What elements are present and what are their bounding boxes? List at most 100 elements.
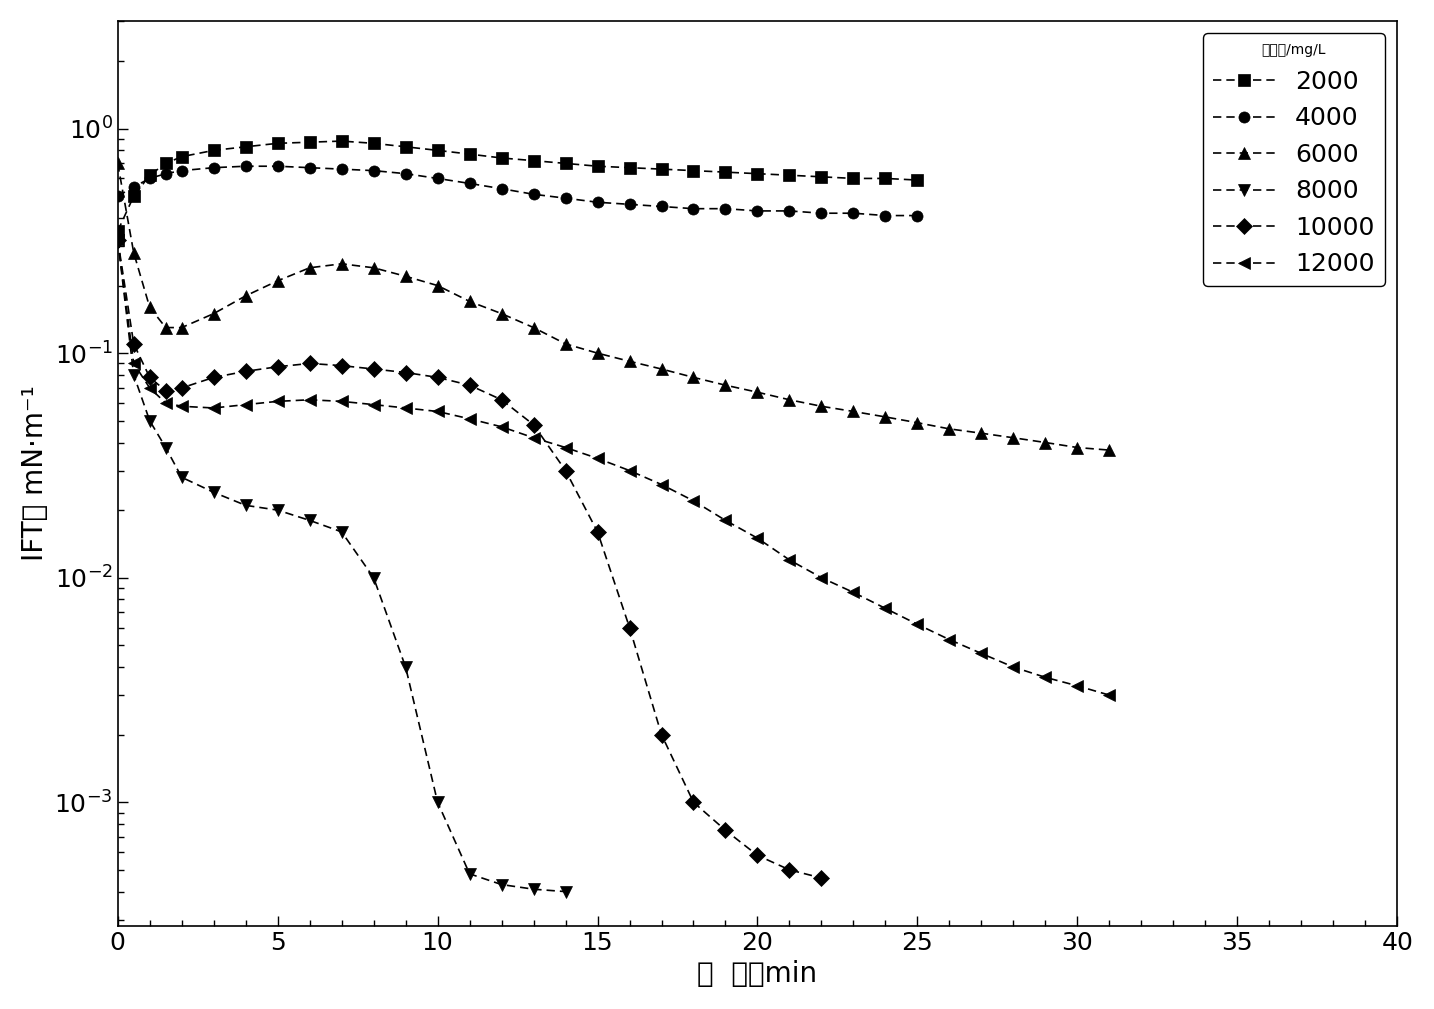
2000 <box>460 148 478 160</box>
10000 <box>109 234 126 246</box>
6000 <box>141 302 158 314</box>
10000 <box>141 371 158 383</box>
10000 <box>685 796 703 808</box>
2000 <box>556 157 574 170</box>
10000 <box>158 384 175 397</box>
12000 <box>270 396 287 408</box>
4000 <box>685 203 703 215</box>
2000 <box>813 171 830 183</box>
2000 <box>158 157 175 170</box>
10000 <box>652 728 670 741</box>
12000 <box>876 602 893 614</box>
4000 <box>429 173 446 185</box>
6000 <box>717 379 734 391</box>
2000 <box>237 140 254 152</box>
Legend: 2000, 4000, 6000, 8000, 10000, 12000: 2000, 4000, 6000, 8000, 10000, 12000 <box>1203 33 1385 287</box>
8000 <box>556 886 574 898</box>
6000 <box>685 371 703 383</box>
4000 <box>125 181 142 193</box>
10000 <box>270 360 287 372</box>
12000 <box>941 634 958 646</box>
12000 <box>525 432 542 444</box>
Line: 8000: 8000 <box>112 234 571 897</box>
12000 <box>397 402 414 414</box>
12000 <box>972 648 989 660</box>
4000 <box>749 205 766 217</box>
10000 <box>174 381 191 394</box>
6000 <box>525 322 542 334</box>
8000 <box>270 504 287 517</box>
12000 <box>333 396 350 408</box>
12000 <box>460 413 478 425</box>
Y-axis label: IFT／ mN·m⁻¹: IFT／ mN·m⁻¹ <box>22 385 49 561</box>
6000 <box>813 401 830 413</box>
10000 <box>621 622 638 634</box>
6000 <box>158 322 175 334</box>
6000 <box>301 261 318 273</box>
6000 <box>125 246 142 258</box>
2000 <box>652 163 670 176</box>
8000 <box>301 515 318 527</box>
12000 <box>717 515 734 527</box>
8000 <box>205 486 222 498</box>
6000 <box>941 423 958 435</box>
6000 <box>556 338 574 350</box>
6000 <box>460 296 478 308</box>
4000 <box>270 160 287 173</box>
12000 <box>652 478 670 490</box>
2000 <box>366 137 383 149</box>
4000 <box>174 164 191 177</box>
6000 <box>333 257 350 269</box>
6000 <box>621 355 638 367</box>
6000 <box>366 261 383 273</box>
2000 <box>782 170 799 182</box>
12000 <box>621 464 638 476</box>
10000 <box>589 526 607 538</box>
2000 <box>749 167 766 180</box>
4000 <box>717 203 734 215</box>
12000 <box>174 401 191 413</box>
2000 <box>525 154 542 166</box>
4000 <box>525 189 542 201</box>
8000 <box>366 572 383 584</box>
8000 <box>141 415 158 427</box>
Line: 6000: 6000 <box>112 157 1114 456</box>
4000 <box>333 163 350 176</box>
10000 <box>525 419 542 431</box>
12000 <box>237 399 254 411</box>
4000 <box>366 164 383 177</box>
8000 <box>174 471 191 483</box>
4000 <box>589 196 607 208</box>
4000 <box>621 199 638 211</box>
10000 <box>301 357 318 369</box>
2000 <box>333 135 350 147</box>
8000 <box>333 526 350 538</box>
6000 <box>270 274 287 287</box>
6000 <box>652 363 670 375</box>
6000 <box>1037 437 1054 449</box>
8000 <box>429 796 446 808</box>
8000 <box>125 369 142 381</box>
12000 <box>125 357 142 369</box>
12000 <box>158 397 175 409</box>
2000 <box>845 173 862 185</box>
12000 <box>782 554 799 566</box>
2000 <box>174 150 191 162</box>
12000 <box>813 572 830 584</box>
12000 <box>301 394 318 406</box>
8000 <box>158 442 175 454</box>
10000 <box>125 338 142 350</box>
6000 <box>845 406 862 418</box>
Line: 10000: 10000 <box>112 234 827 884</box>
6000 <box>1005 432 1022 444</box>
Line: 12000: 12000 <box>112 234 1114 700</box>
10000 <box>813 872 830 884</box>
2000 <box>589 160 607 173</box>
12000 <box>556 442 574 454</box>
12000 <box>205 402 222 414</box>
6000 <box>397 270 414 283</box>
4000 <box>782 205 799 217</box>
12000 <box>1068 680 1086 692</box>
6000 <box>749 386 766 399</box>
10000 <box>397 366 414 378</box>
